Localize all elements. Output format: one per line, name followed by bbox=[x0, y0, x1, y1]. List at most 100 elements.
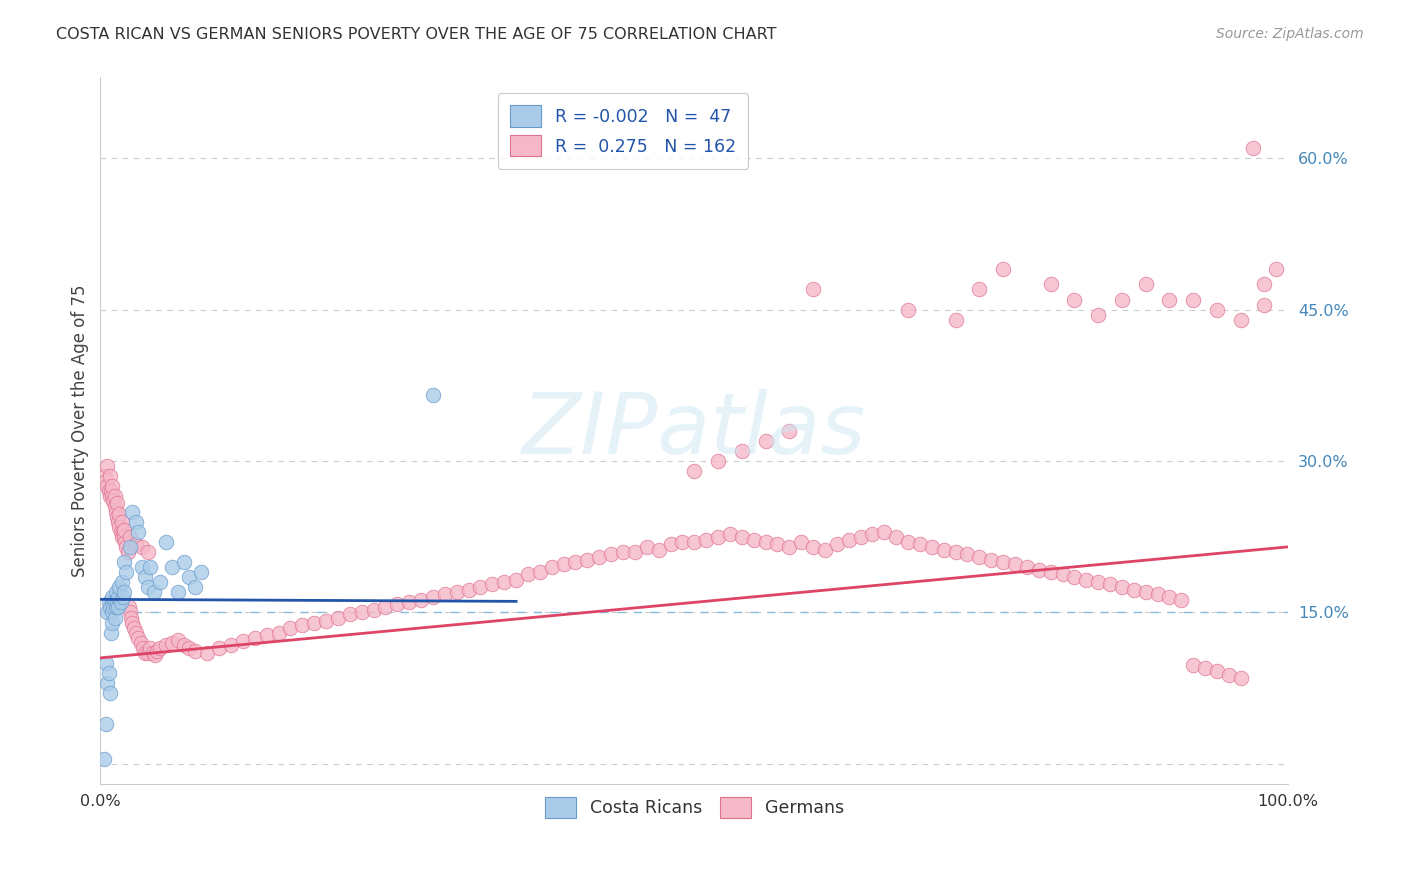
Point bbox=[897, 302, 920, 317]
Point bbox=[139, 560, 162, 574]
Point bbox=[1039, 277, 1062, 292]
Point bbox=[118, 540, 141, 554]
Point bbox=[600, 547, 623, 561]
Point bbox=[873, 524, 896, 539]
Point bbox=[302, 615, 325, 630]
Point bbox=[1206, 664, 1229, 678]
Point bbox=[125, 515, 148, 529]
Point bbox=[387, 598, 409, 612]
Point bbox=[1194, 661, 1216, 675]
Point bbox=[932, 542, 955, 557]
Point bbox=[326, 610, 349, 624]
Point bbox=[1111, 580, 1133, 594]
Text: Source: ZipAtlas.com: Source: ZipAtlas.com bbox=[1216, 27, 1364, 41]
Point bbox=[110, 524, 132, 539]
Point bbox=[1122, 583, 1144, 598]
Point bbox=[104, 489, 127, 503]
Point bbox=[1146, 587, 1168, 601]
Point bbox=[173, 638, 195, 652]
Point bbox=[107, 515, 129, 529]
Point bbox=[112, 585, 135, 599]
Point bbox=[108, 519, 131, 533]
Point bbox=[131, 540, 153, 554]
Point bbox=[505, 573, 527, 587]
Point bbox=[1159, 293, 1181, 307]
Point bbox=[671, 534, 693, 549]
Point bbox=[125, 625, 148, 640]
Point bbox=[849, 530, 872, 544]
Point bbox=[98, 469, 121, 483]
Point bbox=[576, 553, 599, 567]
Point bbox=[731, 444, 754, 458]
Point bbox=[103, 600, 125, 615]
Point bbox=[179, 570, 201, 584]
Point bbox=[778, 424, 800, 438]
Y-axis label: Seniors Poverty Over the Age of 75: Seniors Poverty Over the Age of 75 bbox=[72, 285, 89, 577]
Point bbox=[101, 591, 124, 605]
Point bbox=[117, 545, 139, 559]
Point bbox=[494, 575, 516, 590]
Point bbox=[120, 610, 142, 624]
Point bbox=[1099, 577, 1122, 591]
Point bbox=[108, 580, 131, 594]
Point bbox=[131, 560, 153, 574]
Point bbox=[801, 540, 824, 554]
Point bbox=[125, 537, 148, 551]
Point bbox=[136, 646, 159, 660]
Point bbox=[1004, 557, 1026, 571]
Point bbox=[94, 469, 117, 483]
Point bbox=[111, 591, 134, 605]
Point bbox=[742, 533, 765, 547]
Point bbox=[101, 489, 124, 503]
Point bbox=[142, 646, 165, 660]
Point bbox=[256, 628, 278, 642]
Point bbox=[433, 587, 456, 601]
Point bbox=[149, 640, 172, 655]
Point bbox=[121, 615, 143, 630]
Point bbox=[529, 565, 551, 579]
Point bbox=[1076, 573, 1098, 587]
Point bbox=[446, 585, 468, 599]
Point bbox=[111, 530, 134, 544]
Point bbox=[991, 555, 1014, 569]
Point bbox=[208, 640, 231, 655]
Text: COSTA RICAN VS GERMAN SENIORS POVERTY OVER THE AGE OF 75 CORRELATION CHART: COSTA RICAN VS GERMAN SENIORS POVERTY OV… bbox=[56, 27, 776, 42]
Point bbox=[101, 615, 124, 630]
Point bbox=[104, 500, 127, 514]
Point bbox=[155, 638, 177, 652]
Point bbox=[838, 533, 860, 547]
Point bbox=[647, 542, 669, 557]
Point bbox=[339, 607, 361, 622]
Point bbox=[232, 633, 254, 648]
Point bbox=[134, 570, 156, 584]
Point bbox=[1063, 570, 1085, 584]
Point bbox=[111, 515, 134, 529]
Point bbox=[118, 530, 141, 544]
Point bbox=[97, 484, 120, 499]
Point bbox=[1253, 277, 1275, 292]
Point bbox=[659, 537, 682, 551]
Point bbox=[173, 555, 195, 569]
Text: ZIPatlas: ZIPatlas bbox=[522, 389, 866, 472]
Point bbox=[1039, 565, 1062, 579]
Point bbox=[588, 549, 610, 564]
Point bbox=[1087, 575, 1109, 590]
Point bbox=[1135, 277, 1157, 292]
Point bbox=[422, 591, 444, 605]
Point bbox=[112, 523, 135, 537]
Point bbox=[470, 580, 492, 594]
Point bbox=[115, 540, 138, 554]
Point bbox=[96, 475, 118, 489]
Point bbox=[166, 585, 188, 599]
Point bbox=[1087, 308, 1109, 322]
Point bbox=[1015, 560, 1038, 574]
Point bbox=[1159, 591, 1181, 605]
Point bbox=[195, 646, 218, 660]
Point bbox=[350, 606, 373, 620]
Point bbox=[754, 434, 776, 448]
Point bbox=[363, 603, 385, 617]
Point bbox=[96, 606, 118, 620]
Point bbox=[921, 540, 943, 554]
Point bbox=[1182, 657, 1205, 672]
Point bbox=[184, 644, 207, 658]
